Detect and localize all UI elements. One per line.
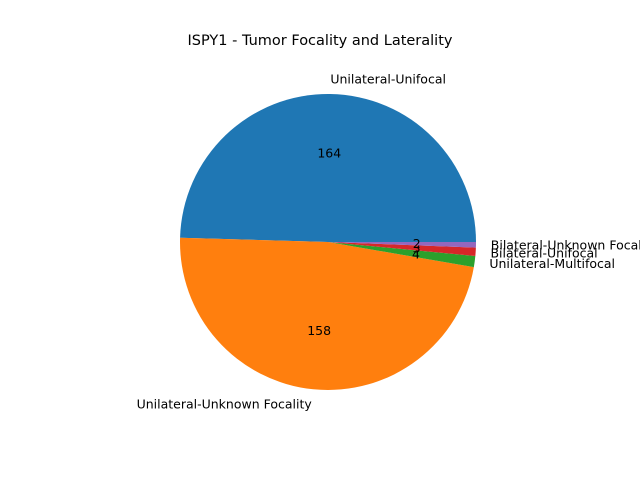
slice-value-label-1: 158	[307, 323, 331, 338]
pie-slice-4	[328, 242, 476, 248]
slice-category-label-1: Unilateral-Unknown Focality	[137, 396, 313, 411]
slice-value-label-2: 4	[412, 246, 420, 261]
slice-value-label-3: 3	[413, 240, 421, 255]
chart-title: ISPY1 - Tumor Focality and Laterality	[187, 33, 453, 49]
slice-category-label-4: Bilateral-Unknown Focality	[491, 238, 640, 253]
pie-slice-0	[180, 93, 476, 242]
slice-value-label-0: 164	[317, 146, 341, 161]
slice-value-label-4: 2	[413, 236, 421, 251]
slice-category-label-0: Unilateral-Unifocal	[330, 72, 446, 87]
pie-slice-2	[328, 242, 476, 268]
slice-category-label-2: Unilateral-Multifocal	[489, 256, 615, 271]
slice-category-label-3: Bilateral-Unifocal	[490, 245, 597, 260]
pie-slice-1	[180, 237, 474, 391]
pie-slice-3	[328, 242, 476, 257]
